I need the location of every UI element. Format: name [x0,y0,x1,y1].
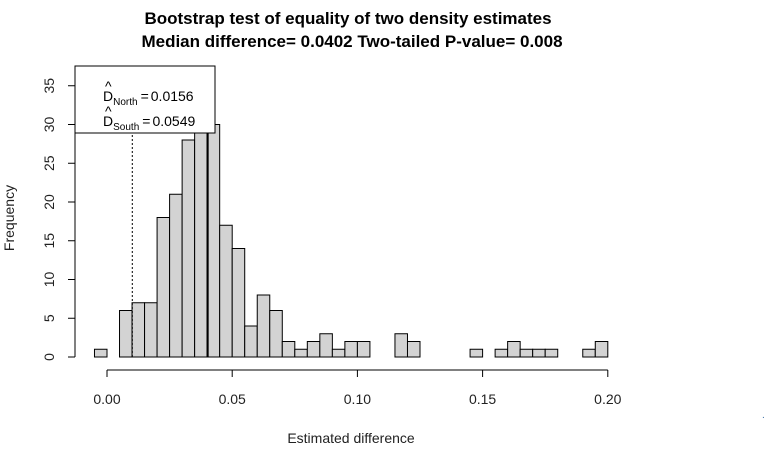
bar-30 [594,341,609,358]
y-tick-label-1: 5 [41,314,57,322]
y-axis: 0 5 10 15 20 25 30 35 [41,78,76,361]
x-tick-label-2: 0.10 [344,391,371,407]
bar-1 [119,310,133,358]
bar-5 [169,193,183,358]
legend-entry-south: DSouth = 0.0549 ^ [103,103,195,133]
svg-text:DSouth=0.0549: DSouth = 0.0549 [103,113,195,133]
x-axis: 0.00 0.05 0.10 0.15 0.20 [93,369,622,407]
y-tick-label-4: 20 [41,194,57,210]
bar-28 [544,348,559,358]
y-tick-label-5: 25 [41,155,57,171]
legend-sub-south: South [113,122,139,133]
bar-18 [331,348,346,358]
y-tick-label-7: 35 [41,78,57,94]
x-tick-label-0: 0.00 [93,391,120,407]
bar-11 [244,325,258,358]
bar-20 [356,341,371,358]
bar-27 [532,348,546,358]
legend-value-south: 0.0549 [152,113,195,129]
legend-entry-north: DNorth = 0.0156 ^ [103,78,194,108]
bar-25 [507,341,521,358]
y-axis-title: Frequency [1,185,17,251]
bar-21 [394,333,408,358]
chart-title: Bootstrap test of equality of two densit… [144,9,551,28]
y-tick-label-3: 15 [41,233,57,249]
bar-6 [181,139,196,358]
x-tick-label-4: 0.20 [594,391,621,407]
bar-26 [519,348,534,358]
bar-3 [144,302,158,358]
bars-group [93,124,609,358]
hat-accent-south: ^ [105,103,112,119]
bar-8 [206,124,221,358]
bar-16 [306,341,321,358]
y-tick-label-0: 0 [41,353,57,361]
bar-9 [219,224,233,358]
legend-box [74,65,216,134]
bar-4 [156,217,171,358]
bar-14 [281,341,296,358]
bar-22 [406,341,421,358]
svg-text:DNorth=0.0156: DNorth = 0.0156 [103,88,194,108]
bar-24 [494,348,509,358]
corner-mark: . [762,410,765,421]
hat-accent-north: ^ [105,78,112,94]
bar-17 [319,333,333,358]
chart-subtitle: Median difference= 0.0402 Two-tailed P-v… [141,32,562,51]
legend-value-north: 0.0156 [151,88,194,104]
bar-15 [294,348,308,358]
bar-29 [582,348,596,358]
x-tick-label-1: 0.05 [219,391,246,407]
legend-sub-north: North [113,97,137,108]
bar-19 [344,341,358,358]
x-tick-label-3: 0.15 [469,391,496,407]
bar-7 [194,124,208,358]
bar-0 [93,348,108,358]
bar-12 [256,294,271,358]
x-axis-title: Estimated difference [287,430,415,446]
legend: DNorth = 0.0156 ^ DSouth = 0.0549 ^ [74,65,216,134]
y-tick-label-6: 30 [41,117,57,133]
bar-2 [131,302,146,358]
bar-23 [469,348,484,358]
bar-13 [269,310,283,358]
legend-symbol-south: D [103,113,113,129]
legend-symbol-north: D [103,88,113,104]
reference-lines [131,133,209,357]
bar-10 [231,248,246,358]
y-tick-label-2: 10 [41,272,57,288]
